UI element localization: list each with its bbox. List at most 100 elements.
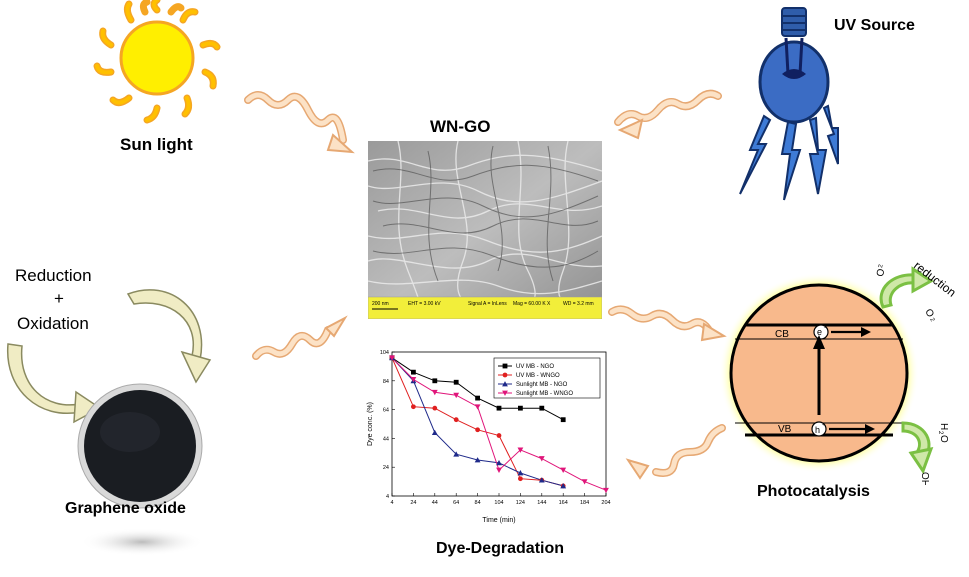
chart-point-2 (431, 429, 438, 436)
chart-ytick-label: 104 (380, 350, 389, 356)
chart-point-1 (496, 433, 502, 438)
svg-text:2: 2 (878, 263, 885, 268)
chart-point-1 (432, 405, 438, 411)
chart-ytick-label: 24 (383, 465, 389, 471)
chart-point-3 (581, 479, 588, 485)
chart-point-3 (496, 467, 502, 473)
arrow-sun-to-sem (244, 91, 355, 154)
sem-scale: 200 nm (372, 301, 389, 307)
chart-ytick-label: 44 (383, 436, 389, 442)
chart-point-0 (453, 379, 459, 385)
chart-point-0 (518, 405, 523, 411)
chart-point-0 (539, 405, 545, 411)
reduction-label: Reduction (15, 266, 92, 285)
chart-legend-label: Sunlight MB - WNGO (516, 391, 573, 397)
oxidation-curved-arrow (901, 421, 934, 475)
chart-point-2 (453, 451, 460, 457)
curved-arrow-top (126, 289, 212, 384)
chart-legend-marker (502, 372, 508, 378)
chart-xtick-label: 204 (601, 500, 610, 506)
oxidation-label: Oxidation (17, 314, 89, 333)
svg-text:O: O (938, 435, 949, 443)
chart-ylabel: Dye conc. (%) (367, 402, 374, 446)
chart-xlabel: Time (min) (482, 517, 515, 524)
chart-legend-marker (502, 390, 508, 396)
svg-text:2: 2 (937, 431, 943, 435)
chart-legend (493, 357, 601, 399)
sem-signal: Signal A = InLens (468, 301, 507, 307)
chart-point-1 (475, 427, 480, 433)
dye-degradation-chart: 4 24 44 64 84 104 124 144 164 184 204424446484104 … (367, 350, 611, 524)
plus-label: + (54, 289, 64, 308)
chart-xtick-label: 24 (410, 500, 416, 506)
hole-label: h (815, 425, 820, 435)
sem-eht: EHT = 3.00 kV (408, 301, 441, 307)
ho-radical-label: HO (921, 472, 932, 485)
sem-mag: Mag = 60.00 K X (513, 301, 551, 307)
chart-point-1 (518, 476, 523, 482)
chart-point-0 (560, 417, 566, 423)
electron-label: e (817, 327, 822, 337)
chart-xtick-label: 164 (559, 500, 568, 506)
chart-point-2 (474, 457, 481, 463)
chart-point-3 (603, 487, 609, 494)
chart-xtick-label: 84 (475, 500, 481, 506)
chart-ytick-label: 4 (386, 494, 389, 500)
reduction-curved-arrow (879, 266, 934, 309)
chart-legend-label: Sunlight MB - NGO (516, 382, 568, 388)
chart-legend-label: UV MB - WNGO (516, 373, 560, 379)
chart-xtick-label: 104 (494, 500, 503, 506)
uv-source-label: UV Source (834, 17, 915, 34)
uv-bulb-icon (739, 7, 839, 201)
chart-point-0 (496, 405, 502, 411)
chart-ytick-label: 64 (383, 408, 389, 414)
chart-legend-label: UV MB - NGO (516, 364, 554, 370)
chart-ytick-label: 84 (383, 379, 389, 385)
chart-point-0 (432, 378, 438, 384)
chart-point-0 (475, 395, 480, 401)
chart-point-3 (453, 392, 460, 399)
chart-point-3 (538, 456, 545, 462)
chart-point-3 (389, 355, 395, 361)
chart-xtick-label: 44 (432, 500, 438, 506)
o2-label: O (875, 268, 887, 278)
hole-icon (811, 421, 827, 437)
chart-xtick-label: 4 (390, 500, 393, 506)
chart-xtick-label: 64 (453, 500, 459, 506)
chart-legend-marker (502, 363, 508, 369)
chart-point-0 (411, 369, 416, 375)
chart-point-2 (496, 459, 502, 466)
chart-xtick-label: 184 (580, 500, 589, 506)
chart-point-2 (560, 483, 567, 489)
chart-xtick-label: 124 (516, 500, 525, 506)
chart-point-3 (474, 404, 481, 410)
chart-point-2 (517, 470, 524, 476)
photocatalysis-label: Photocatalysis (757, 483, 870, 500)
svg-text:+: + (822, 422, 825, 428)
chart-point-1 (453, 417, 459, 423)
sem-image: 200 nm EHT = 3.00 kV Signal A = InLens M… (368, 141, 602, 319)
sun-icon (93, 0, 221, 124)
arrow-go-to-sem (252, 315, 348, 360)
chart-point-3 (410, 376, 417, 383)
chart-point-3 (560, 467, 567, 473)
chart-xtick-label: 144 (537, 500, 546, 506)
arrow-photocat-to-chart (625, 424, 726, 480)
chart-point-2 (538, 477, 545, 483)
vb-label: VB (778, 424, 792, 435)
cb-label: CB (775, 329, 789, 340)
arrow-sem-to-photocat (608, 305, 727, 342)
dye-degradation-label: Dye-Degradation (436, 540, 565, 557)
chart-point-3 (431, 389, 438, 396)
svg-text:-: - (824, 325, 826, 331)
sunlight-label: Sun light (120, 135, 193, 154)
h2o-label: H (938, 423, 949, 430)
sem-wd: WD = 3.2 mm (563, 301, 594, 307)
graphene-oxide-dish (77, 383, 204, 556)
graphene-oxide-label: Graphene oxide (65, 500, 186, 517)
wn-go-label: WN-GO (430, 117, 491, 136)
electron-icon (813, 324, 829, 340)
chart-point-1 (411, 404, 416, 410)
chart-legend-marker (502, 381, 508, 387)
